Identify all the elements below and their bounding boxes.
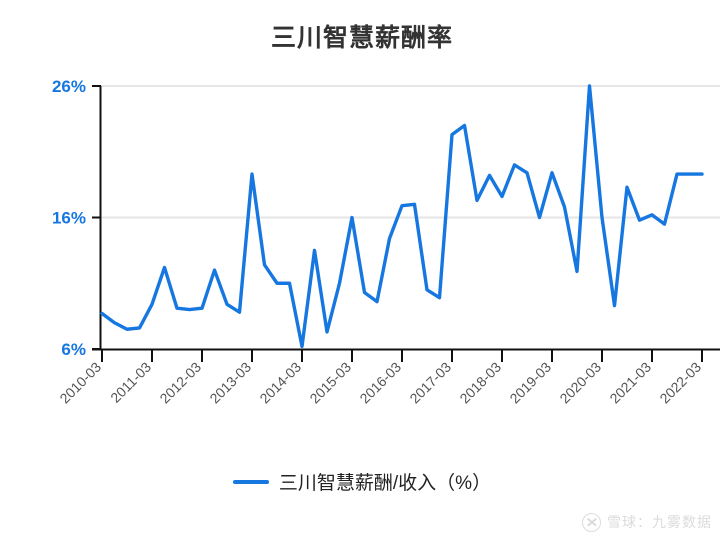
y-axis-tick-label: 26% <box>52 77 86 96</box>
x-axis-tick-labels: 2010-03 2011-03 2012-03 2013-03 2014-03 2015-… <box>56 359 704 407</box>
watermark: 雪球：九雾数据 <box>582 512 712 532</box>
legend-color-swatch <box>232 479 269 484</box>
series-line-salary-ratio <box>100 84 704 349</box>
watermark-text: 雪球：九雾数据 <box>607 514 712 530</box>
x-axis-tick-label: 2021-03 <box>606 359 654 407</box>
gridlines <box>100 85 720 219</box>
x-axis-tick-label: 2015-03 <box>306 359 354 407</box>
y-axis-tick-labels: 6% 16% 26% <box>52 77 86 359</box>
x-axis-tick-label: 2016-03 <box>356 359 404 407</box>
x-axis-tick-label: 2018-03 <box>456 359 504 407</box>
x-axis-tick-label: 2012-03 <box>156 359 204 407</box>
x-axis-tick-label: 2020-03 <box>556 359 604 407</box>
xueqiu-logo-icon <box>582 512 601 532</box>
x-axis-tick-label: 2013-03 <box>206 359 254 407</box>
x-axis-tick-label: 2019-03 <box>506 359 554 407</box>
y-axis-tick-label: 6% <box>61 340 86 359</box>
legend-item-label: 三川智慧薪酬/收入（%） <box>278 473 492 494</box>
x-axis-tick-label: 2010-03 <box>56 359 104 407</box>
y-axis-ticks <box>92 85 101 350</box>
x-axis-tick-label: 2017-03 <box>406 359 454 407</box>
chart-title: 三川智慧薪酬率 <box>270 24 453 52</box>
x-axis-tick-label: 2011-03 <box>107 359 154 406</box>
x-axis-tick-label: 2022-03 <box>656 359 704 407</box>
y-axis-tick-label: 16% <box>52 209 86 228</box>
x-axis-tick-label: 2014-03 <box>256 359 304 407</box>
chart-legend: 三川智慧薪酬/收入（%） <box>0 468 724 495</box>
x-axis-ticks <box>101 350 703 362</box>
